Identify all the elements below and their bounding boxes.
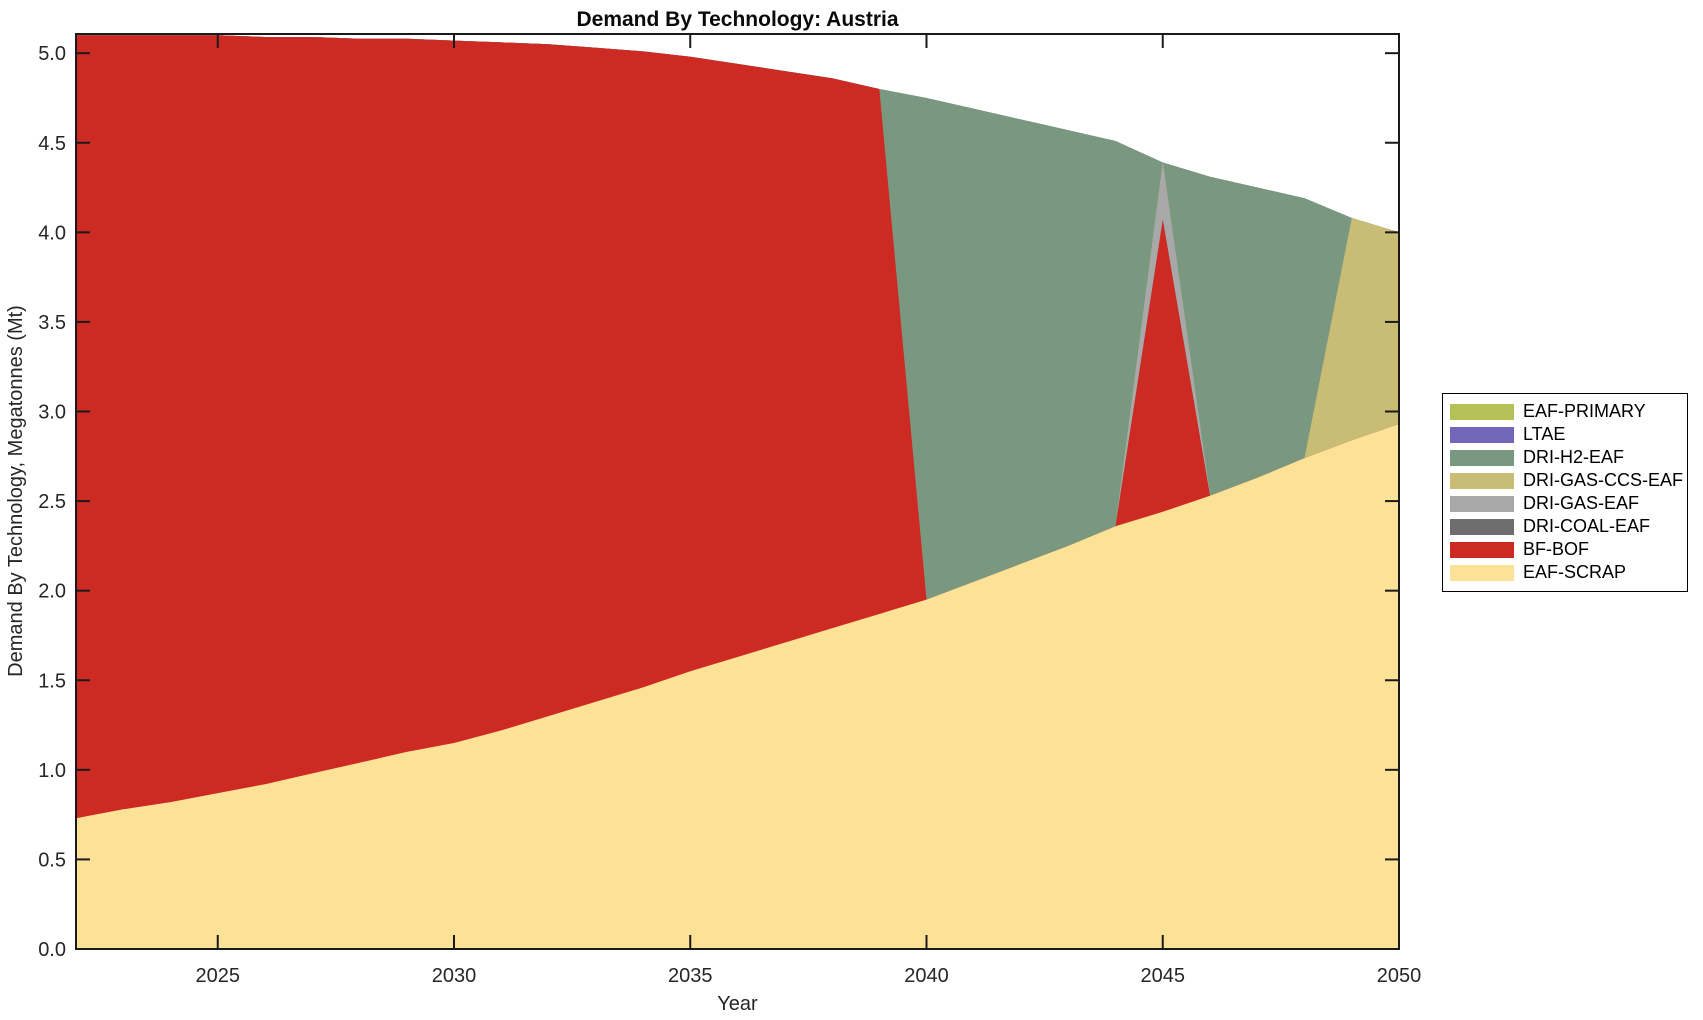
x-tick-label: 2040: [904, 965, 949, 987]
y-tick-label: 5.0: [38, 43, 66, 65]
chart-title: Demand By Technology: Austria: [576, 8, 898, 31]
y-tick-label: 4.5: [38, 133, 66, 155]
legend-swatch-icon: [1450, 426, 1514, 443]
legend-item-eaf-primary: EAF-PRIMARY: [1450, 400, 1687, 423]
legend-swatch-icon: [1450, 472, 1514, 489]
y-tick-label: 1.0: [38, 760, 66, 782]
axis-ticks: [76, 34, 1400, 950]
x-tick-labels: 2025 2030 2035 2040 2045 2050: [196, 965, 1422, 987]
y-tick-label: 1.5: [38, 670, 66, 692]
y-tick-label: 0.5: [38, 849, 66, 871]
legend-label: EAF-PRIMARY: [1523, 401, 1646, 421]
y-tick-label: 2.0: [38, 581, 66, 603]
legend-label: DRI-GAS-EAF: [1523, 493, 1640, 513]
y-axis-label: Demand By Technology, Megatonnes (Mt): [5, 305, 27, 677]
x-tick-label: 2025: [196, 965, 241, 987]
y-tick-label: 4.0: [38, 222, 66, 244]
x-tick-label: 2045: [1141, 965, 1186, 987]
x-tick-label: 2030: [432, 965, 477, 987]
legend-swatch-icon: [1450, 518, 1514, 535]
legend-swatch-icon: [1450, 403, 1514, 420]
legend-item-bf-bof: BF-BOF: [1450, 538, 1687, 561]
plot-border: [75, 33, 1400, 950]
y-tick-label: 3.0: [38, 402, 66, 424]
x-tick-label: 2035: [668, 965, 713, 987]
y-tick-label: 2.5: [38, 491, 66, 513]
legend-item-dri-coal-eaf: DRI-COAL-EAF: [1450, 515, 1687, 538]
y-tick-label: 0.0: [38, 939, 66, 961]
legend-label: DRI-H2-EAF: [1523, 447, 1625, 467]
legend-item-dri-h2-eaf: DRI-H2-EAF: [1450, 446, 1687, 469]
legend-label: DRI-GAS-CCS-EAF: [1523, 470, 1684, 490]
legend-item-eaf-scrap: EAF-SCRAP: [1450, 561, 1687, 584]
legend-label: DRI-COAL-EAF: [1523, 516, 1651, 536]
legend-swatch-icon: [1450, 495, 1514, 512]
legend-label: BF-BOF: [1523, 539, 1589, 559]
legend-swatch-icon: [1450, 449, 1514, 466]
area-eaf-scrap: [76, 424, 1399, 949]
legend-label: EAF-SCRAP: [1523, 562, 1627, 582]
plot-frame: [75, 33, 1400, 950]
chart-areas: [76, 35, 1399, 950]
legend-item-dri-gas-eaf: DRI-GAS-EAF: [1450, 492, 1687, 515]
legend-swatch-icon: [1450, 564, 1514, 581]
legend-label: LTAE: [1523, 424, 1566, 444]
legend-swatch-icon: [1450, 541, 1514, 558]
x-tick-label: 2050: [1377, 965, 1422, 987]
legend-item-dri-gas-ccs-eaf: DRI-GAS-CCS-EAF: [1450, 469, 1687, 492]
x-axis-label: Year: [717, 993, 758, 1015]
legend-item-ltae: LTAE: [1450, 423, 1687, 446]
legend: EAF-PRIMARY LTAE DRI-H2-EAF DRI-GAS-CCS-EAF…: [1442, 393, 1688, 592]
y-tick-label: 3.5: [38, 312, 66, 334]
y-tick-labels: 0.0 0.5 1.0 1.5 2.0 2.5 3.0 3.5 4.0 4.5 5.0: [38, 43, 66, 961]
